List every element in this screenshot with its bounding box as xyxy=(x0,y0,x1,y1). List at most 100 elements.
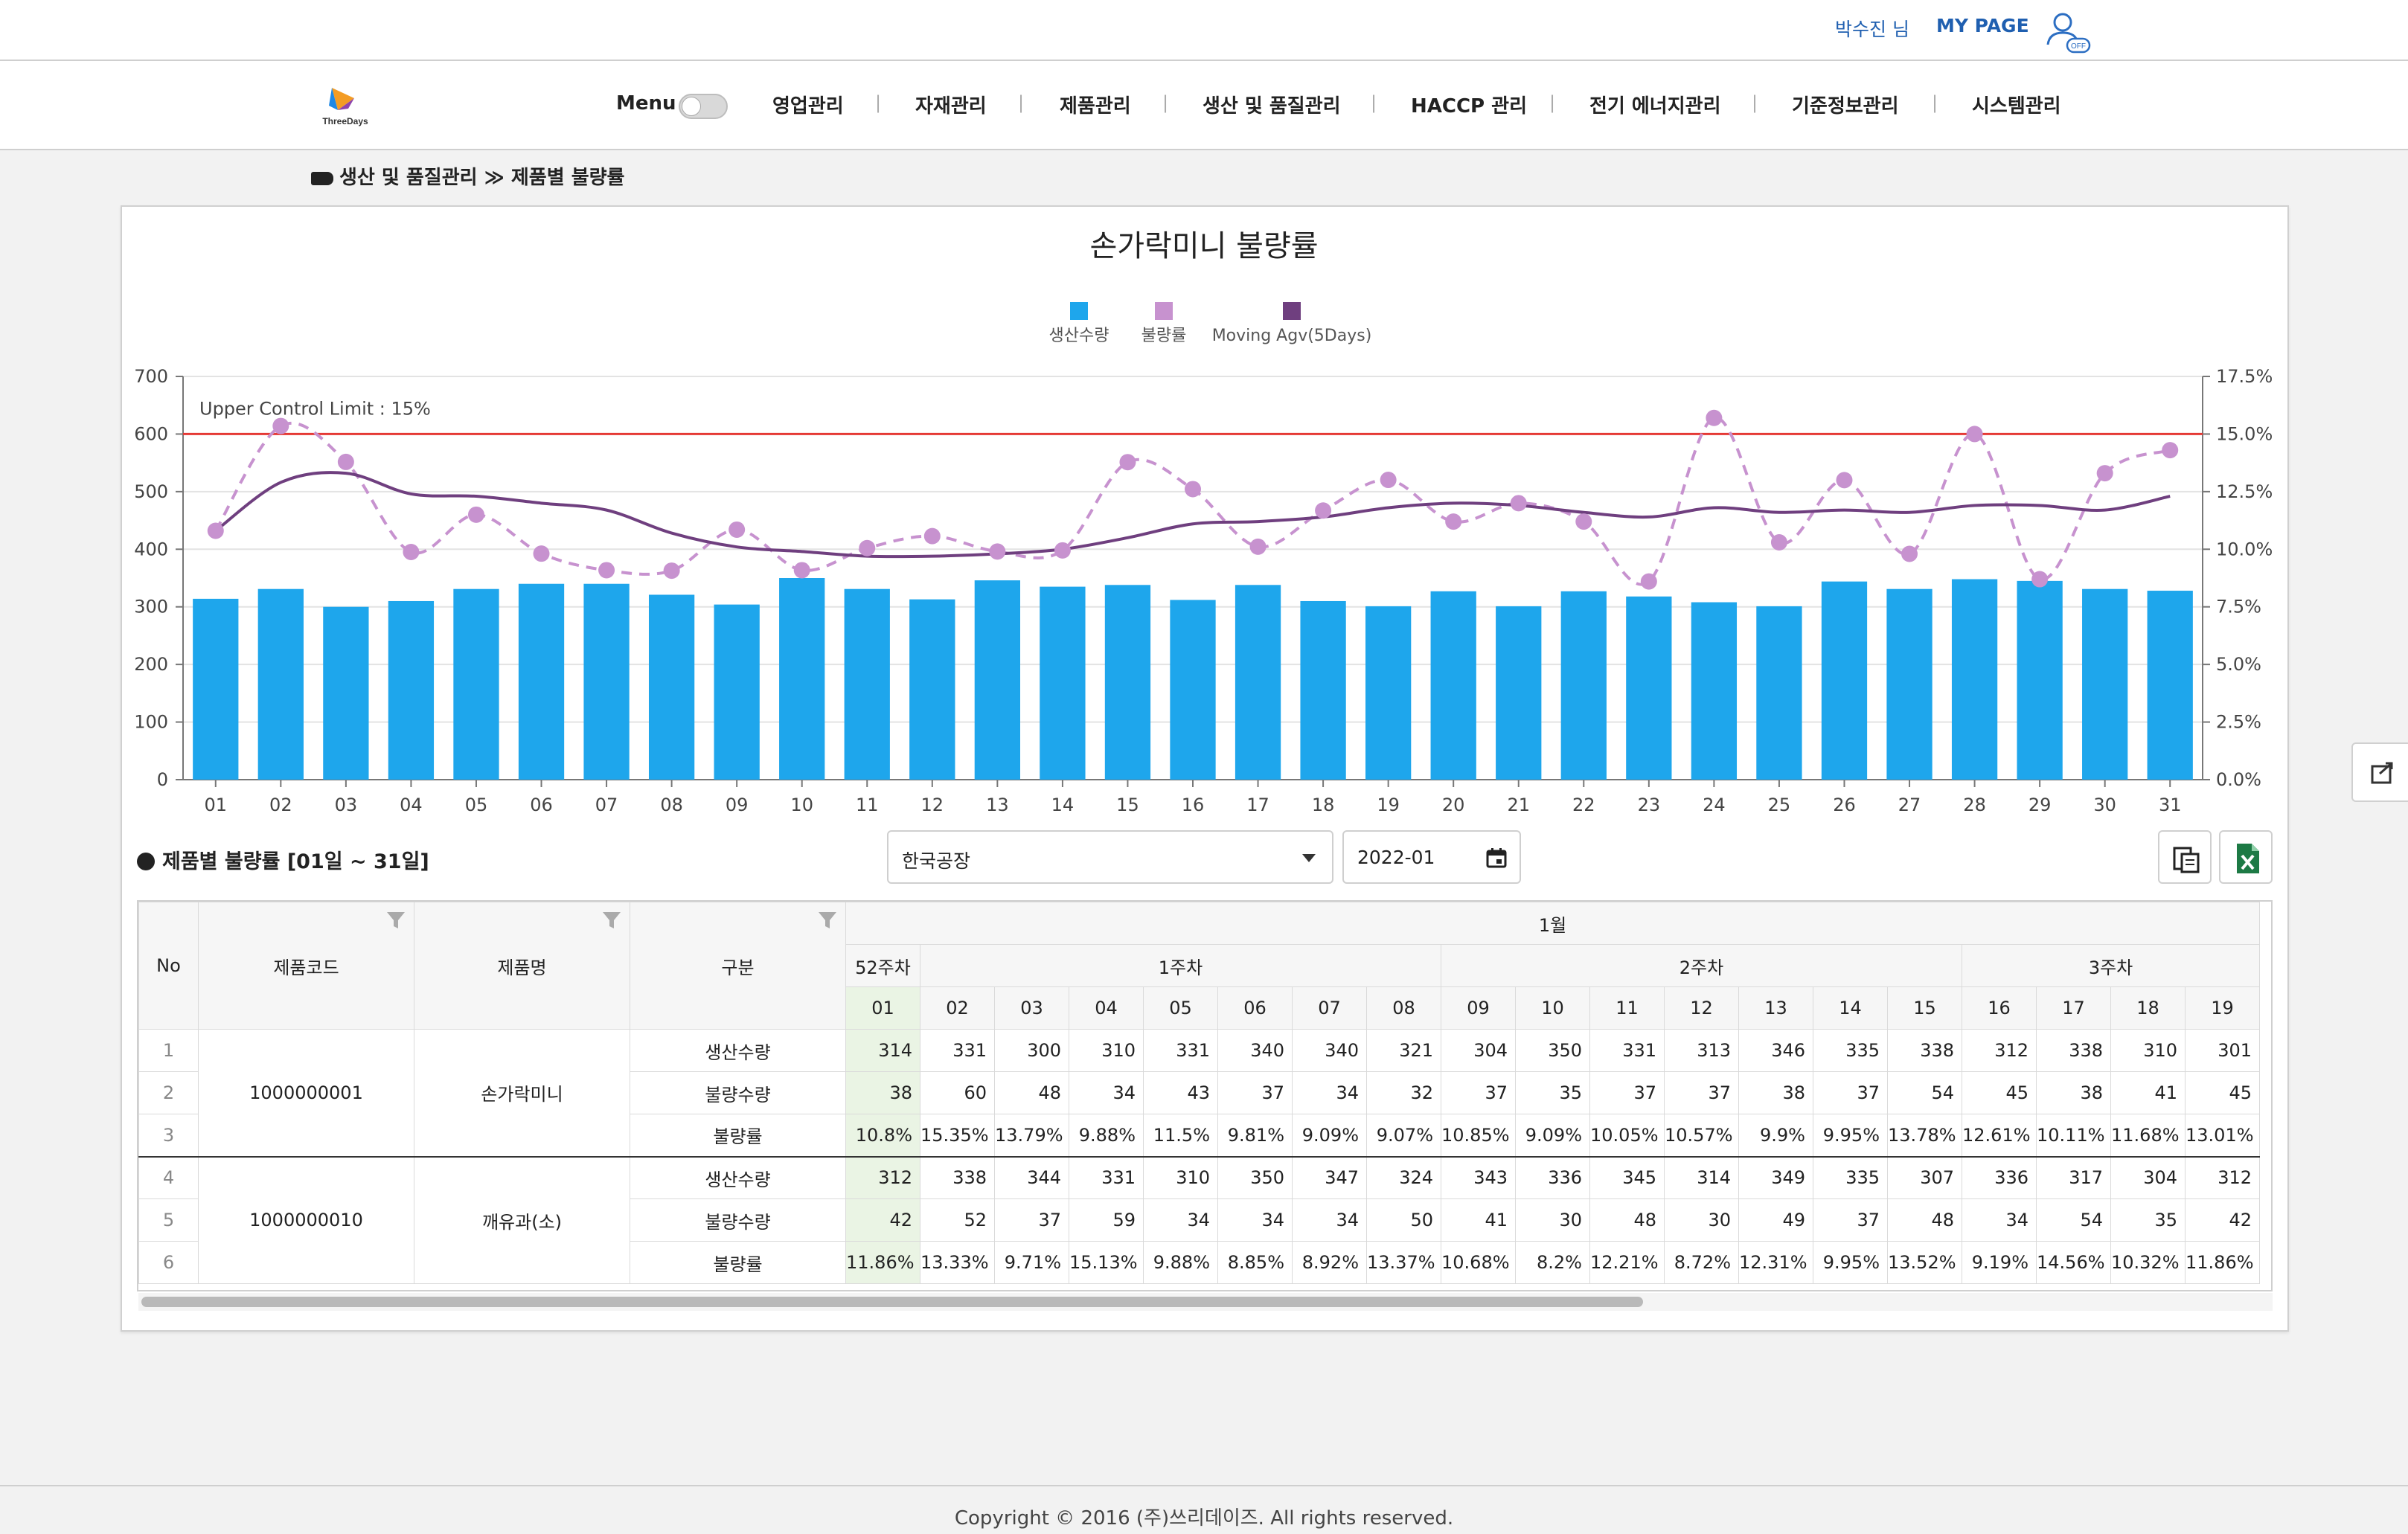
defect-rate-point[interactable] xyxy=(1640,573,1657,590)
excel-export-button[interactable] xyxy=(2219,830,2273,884)
production-bar[interactable] xyxy=(1560,591,1607,780)
defect-rate-point[interactable] xyxy=(403,544,420,561)
defect-rate-point[interactable] xyxy=(2031,571,2049,588)
defect-rate-point[interactable] xyxy=(1185,481,1201,498)
production-bar[interactable] xyxy=(1886,588,1933,780)
data-cell: 331 xyxy=(1069,1155,1144,1199)
defect-rate-point[interactable] xyxy=(989,543,1006,560)
table-row[interactable]: 2 불량수량 38 60 48 34 43 37 34 32 37 35 37 37 38 37 54 45 38 4… xyxy=(138,1071,2261,1114)
production-bar[interactable] xyxy=(388,600,435,780)
user-name[interactable]: 박수진 님 xyxy=(1835,19,1909,40)
menu-label: Menu xyxy=(616,92,676,115)
production-bar[interactable] xyxy=(779,578,825,780)
defect-rate-point[interactable] xyxy=(859,539,876,556)
defect-rate-point[interactable] xyxy=(337,453,354,470)
defect-rate-point[interactable] xyxy=(207,522,224,539)
defect-rate-point[interactable] xyxy=(1119,454,1136,471)
defect-rate-point[interactable] xyxy=(1249,538,1267,555)
production-bar[interactable] xyxy=(1626,596,1672,780)
production-bar[interactable] xyxy=(844,588,890,780)
scrollbar-thumb[interactable] xyxy=(141,1297,1643,1307)
nav-sales[interactable]: 영업관리 xyxy=(772,95,844,118)
production-bar[interactable] xyxy=(1951,579,1998,780)
defect-rate-point[interactable] xyxy=(1575,513,1592,530)
production-bar[interactable] xyxy=(1104,585,1151,780)
table-row[interactable]: 3 불량률 10.8% 15.35% 13.79% 9.88% 11.5% 9.81% 9.09… xyxy=(138,1114,2261,1157)
production-bar[interactable] xyxy=(714,604,760,780)
production-bar[interactable] xyxy=(1430,591,1476,780)
share-side-button[interactable] xyxy=(2351,742,2408,802)
defect-rate-point[interactable] xyxy=(467,506,484,523)
filter-icon[interactable] xyxy=(601,910,622,931)
production-bar[interactable] xyxy=(1496,606,1542,780)
production-bar[interactable] xyxy=(257,588,304,780)
nav-production-quality[interactable]: 생산 및 품질관리 xyxy=(1203,95,1341,118)
defect-rate-point[interactable] xyxy=(1706,409,1723,426)
row-number: 2 xyxy=(138,1071,199,1114)
defect-rate-point[interactable] xyxy=(598,562,615,579)
defect-rate-point[interactable] xyxy=(1054,542,1071,559)
data-cell: 336 xyxy=(1962,1155,2037,1199)
production-bar[interactable] xyxy=(974,580,1020,780)
user-logout-icon[interactable]: OFF xyxy=(2043,9,2092,55)
mypage-link[interactable]: MY PAGE xyxy=(1936,15,2029,36)
production-bar[interactable] xyxy=(323,606,369,780)
defect-rate-point[interactable] xyxy=(793,562,810,579)
defect-rate-point[interactable] xyxy=(923,527,941,545)
defect-rate-point[interactable] xyxy=(272,417,289,434)
nav-material[interactable]: 자재관리 xyxy=(915,95,987,118)
defect-rate-point[interactable] xyxy=(2162,442,2179,459)
data-cell: 48 xyxy=(994,1071,1069,1114)
production-bar[interactable] xyxy=(1691,602,1738,780)
x-tick-label: 31 xyxy=(2159,795,2182,815)
defect-rate-point[interactable] xyxy=(1510,495,1527,512)
defect-rate-point[interactable] xyxy=(1770,533,1787,551)
table-row[interactable]: 4 1000000010 깨유과(소) 생산수량 312 338 344 331 310 350 3… xyxy=(138,1155,2261,1284)
company-logo[interactable]: ThreeDays xyxy=(316,83,375,129)
production-bar[interactable] xyxy=(1235,585,1281,780)
nav-haccp[interactable]: HACCP 관리 xyxy=(1411,95,1527,118)
filter-icon[interactable] xyxy=(385,910,406,931)
menu-toggle[interactable] xyxy=(679,94,728,119)
nav-master-data[interactable]: 기준정보관리 xyxy=(1792,95,1899,118)
production-bar[interactable] xyxy=(1040,586,1086,780)
production-bar[interactable] xyxy=(583,583,630,780)
nav-energy[interactable]: 전기 에너지관리 xyxy=(1589,95,1721,118)
production-bar[interactable] xyxy=(909,599,955,780)
production-bar[interactable] xyxy=(1170,600,1216,780)
production-bar[interactable] xyxy=(2017,580,2063,780)
nav-system[interactable]: 시스템관리 xyxy=(1972,95,2061,118)
defect-rate-point[interactable] xyxy=(663,562,680,580)
factory-select[interactable]: 한국공장 xyxy=(887,830,1333,884)
table-row[interactable]: 5 불량수량 42 52 37 59 34 34 34 50 41 30 48 30 49 37 48 34 54 3… xyxy=(138,1198,2261,1242)
production-bar[interactable] xyxy=(193,598,239,780)
nav-product[interactable]: 제품관리 xyxy=(1060,95,1131,118)
defect-rate-point[interactable] xyxy=(1901,545,1918,562)
table-row[interactable]: 6 불량률 11.86% 13.33% 9.71% 15.13% 9.88% 8.85% 8.9… xyxy=(138,1241,2261,1284)
production-bar[interactable] xyxy=(648,594,695,780)
production-bar[interactable] xyxy=(453,588,499,780)
defect-rate-point[interactable] xyxy=(1836,472,1853,489)
production-bar[interactable] xyxy=(1300,600,1346,780)
defect-rate-point[interactable] xyxy=(2096,465,2113,482)
defect-rate-point[interactable] xyxy=(1380,472,1397,489)
calendar-icon[interactable] xyxy=(1485,847,1508,869)
copy-button[interactable] xyxy=(2158,830,2212,884)
production-bar[interactable] xyxy=(518,583,565,780)
month-picker[interactable]: 2022-01 xyxy=(1342,830,1521,884)
breadcrumb-section[interactable]: 생산 및 품질관리 xyxy=(339,167,478,189)
defect-rate-point[interactable] xyxy=(729,521,746,538)
defect-rate-point[interactable] xyxy=(1445,513,1462,530)
defect-rate-point[interactable] xyxy=(1315,502,1332,519)
defect-rate-point[interactable] xyxy=(1966,426,1983,443)
header-no: No xyxy=(138,902,199,1030)
production-bar[interactable] xyxy=(1365,606,1412,780)
production-bar[interactable] xyxy=(2082,588,2128,780)
production-bar[interactable] xyxy=(1821,581,1868,780)
table-row[interactable]: 1 1000000001 손가락미니 생산수량 314 331 300 310 331 340 34… xyxy=(138,1029,2261,1157)
production-bar[interactable] xyxy=(2147,591,2193,780)
section-title: 제품별 불량률 [01일 ~ 31일] xyxy=(137,845,429,874)
defect-rate-point[interactable] xyxy=(533,545,550,562)
production-bar[interactable] xyxy=(1756,606,1802,780)
filter-icon[interactable] xyxy=(817,910,838,931)
